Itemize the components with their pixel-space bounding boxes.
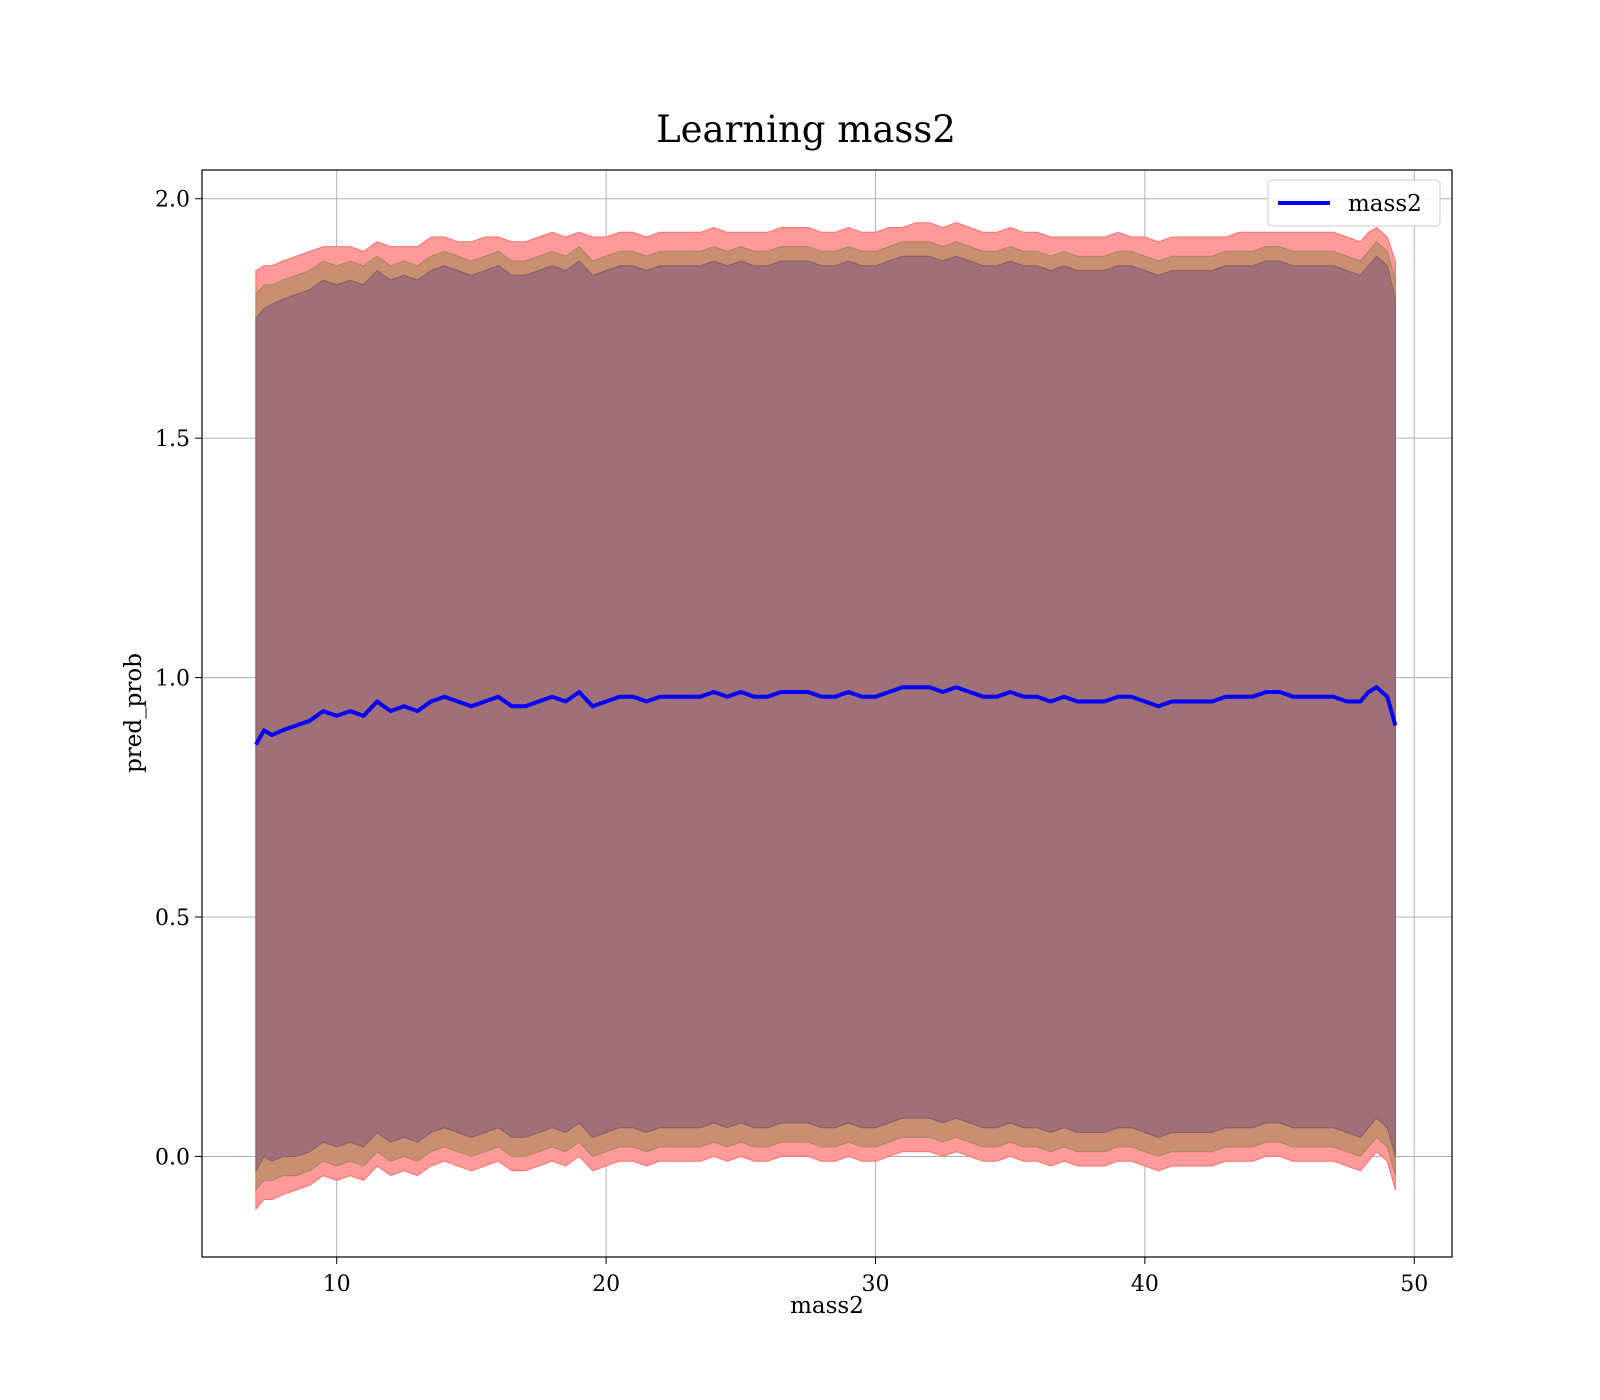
x-tick-label-0: 10 — [323, 1272, 351, 1297]
y-tick-label-2: 1.0 — [155, 667, 190, 692]
band-layer — [255, 222, 1396, 1211]
y-axis-label: pred_prob — [121, 653, 147, 773]
x-tick-label-3: 40 — [1131, 1272, 1159, 1297]
series-line-0 — [254, 685, 1398, 746]
line-layer — [254, 685, 1398, 746]
y-tick-label-1: 0.5 — [155, 906, 190, 931]
x-tick-label-4: 50 — [1400, 1272, 1428, 1297]
inner-band — [255, 255, 1396, 1173]
x-tick-label-2: 30 — [861, 1272, 889, 1297]
y-tick-label-4: 2.0 — [155, 188, 190, 213]
chart-title: Learning mass2 — [656, 108, 956, 151]
y-tick-label-3: 1.5 — [155, 427, 190, 452]
legend-entry: mass2 — [1348, 191, 1422, 217]
x-tick-label-1: 20 — [592, 1272, 620, 1297]
plot-frame — [201, 169, 1453, 1258]
x-axis-label: mass2 — [790, 1293, 864, 1319]
legend-box — [1267, 179, 1441, 227]
y-tick-label-0: 0.0 — [155, 1145, 190, 1170]
tick-layer: 10 20 30 40 50 0.0 0.5 1.0 1.5 2.0 — [155, 188, 1428, 1297]
legend: mass2 — [1267, 179, 1441, 227]
